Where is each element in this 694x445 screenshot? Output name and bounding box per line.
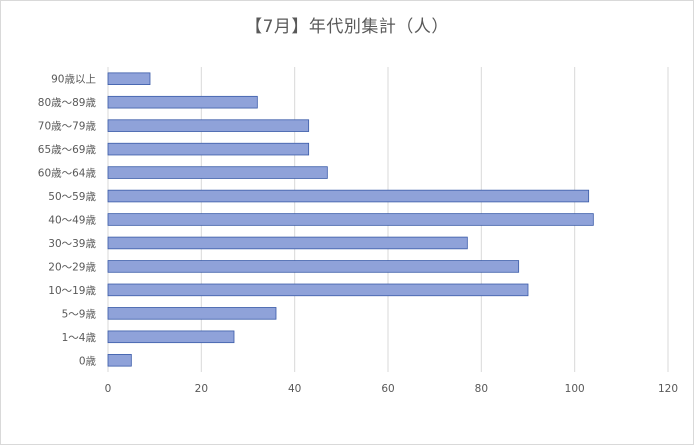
bar (107, 330, 235, 344)
y-tick-label: 80歳～89歳 (38, 97, 97, 109)
x-tick-label: 20 (195, 383, 208, 395)
y-tick-label: 60歳～64歳 (38, 168, 97, 180)
y-tick-label: 65歳～69歳 (38, 144, 97, 156)
y-tick-label: 50～59歳 (48, 191, 96, 203)
bar (107, 260, 520, 273)
bar (107, 283, 529, 297)
x-tick-label: 0 (105, 383, 112, 395)
y-tick-label: 10～19歳 (48, 285, 96, 297)
y-tick-label: 1～4歳 (62, 332, 97, 344)
bar (107, 236, 468, 250)
bar (107, 142, 310, 156)
x-tick-label: 60 (381, 383, 394, 395)
bar (107, 213, 594, 226)
bar (107, 72, 151, 86)
x-tick-label: 80 (475, 383, 488, 395)
bar (107, 353, 132, 367)
y-tick-label: 90歳以上 (51, 74, 96, 86)
y-tick-label: 20～29歳 (48, 261, 96, 273)
x-tick-label: 40 (288, 383, 301, 395)
bar (107, 307, 277, 320)
y-tick-label: 70歳～79歳 (38, 121, 97, 133)
y-tick-label: 5～9歳 (62, 308, 97, 320)
x-tick-label: 100 (565, 383, 585, 395)
bar (107, 95, 258, 109)
y-tick-label: 0歳 (79, 355, 97, 367)
chart-title: 【7月】年代別集計（人） (245, 17, 449, 37)
x-tick-label: 120 (658, 383, 678, 395)
bar (107, 166, 328, 179)
bar (107, 189, 590, 203)
bar (107, 119, 310, 132)
y-tick-label: 40～49歳 (48, 215, 96, 227)
y-tick-label: 30～39歳 (48, 238, 96, 250)
